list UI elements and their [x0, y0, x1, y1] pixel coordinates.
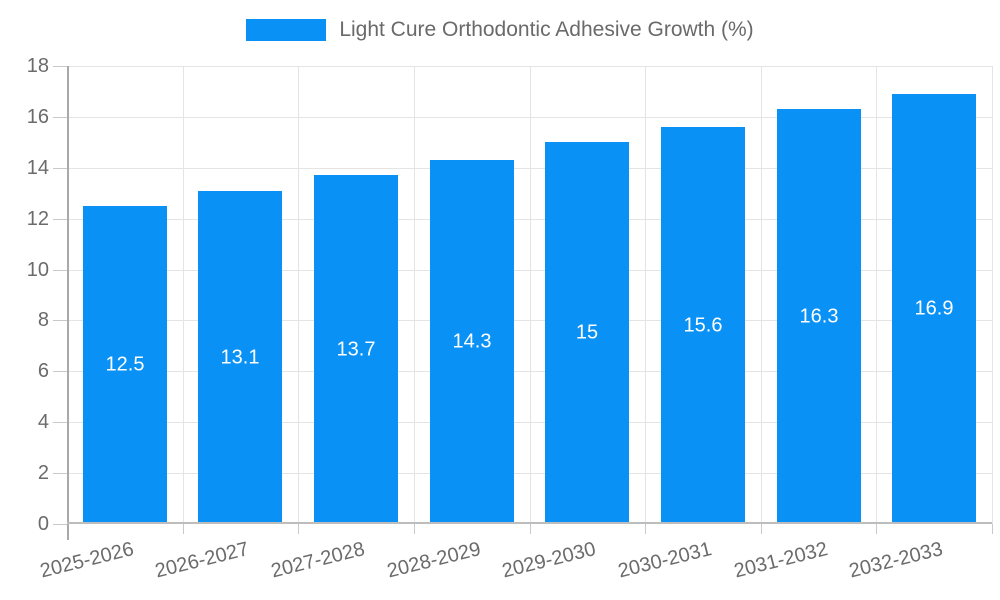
y-axis-tick [53, 66, 67, 67]
x-axis-tick [298, 524, 299, 534]
x-axis-tick [876, 524, 877, 534]
y-tick-label: 18 [26, 55, 49, 77]
x-axis-labels: 2025-2026 2026-2027 2027-2028 2028-2029 2029… [38, 538, 992, 600]
x-tick-label: 2032-2033 [847, 538, 946, 583]
bar[interactable]: 14.3 [430, 160, 514, 524]
x-axis-tick [645, 524, 646, 534]
y-tick-label: 12 [26, 208, 49, 230]
y-axis-labels: 0 2 4 6 8 10 12 14 16 18 [0, 56, 49, 534]
y-tick-label: 16 [26, 106, 49, 128]
bar-value-label: 16.9 [914, 297, 954, 320]
v-gridline [761, 66, 762, 524]
h-gridline [67, 219, 992, 220]
y-axis-tick [53, 422, 67, 423]
y-tick-label: 2 [37, 462, 49, 484]
h-gridline [67, 371, 992, 372]
x-tick-label: 2031-2032 [732, 538, 831, 583]
y-axis-line [67, 66, 69, 540]
plot-area: 12.5 13.1 13.7 14.3 15 15.6 16.3 16.9 [53, 66, 993, 540]
bar-value-label: 15 [575, 321, 599, 344]
y-axis-tick [53, 270, 67, 271]
x-axis-line [67, 522, 992, 524]
x-axis-tick [414, 524, 415, 534]
y-tick-label: 0 [37, 513, 49, 535]
bar-value-label: 14.3 [452, 330, 492, 353]
x-tick-label: 2027-2028 [269, 538, 368, 583]
y-axis-tick [53, 219, 67, 220]
legend-item[interactable]: Light Cure Orthodontic Adhesive Growth (… [246, 18, 754, 42]
bar-value-label: 13.7 [336, 338, 376, 360]
h-gridline [67, 270, 992, 271]
bar[interactable]: 12.5 [83, 206, 167, 524]
y-tick-label: 8 [37, 309, 49, 331]
y-axis-tick [53, 473, 67, 474]
y-axis-tick [53, 320, 67, 321]
bar[interactable]: 13.7 [314, 175, 398, 524]
h-gridline [67, 422, 992, 423]
v-gridline [992, 66, 993, 524]
bar-value-label: 13.1 [220, 346, 260, 368]
x-axis-tick [992, 524, 993, 534]
bar[interactable]: 15.6 [661, 127, 745, 524]
bar[interactable]: 16.3 [777, 109, 861, 524]
x-tick-label: 2028-2029 [385, 538, 484, 583]
y-axis-tick [53, 168, 67, 169]
bar[interactable]: 13.1 [198, 191, 282, 524]
legend-swatch-icon [246, 19, 327, 41]
y-axis-tick [53, 524, 67, 525]
v-gridline [876, 66, 877, 524]
bar[interactable]: 16.9 [892, 94, 976, 524]
v-gridline [414, 66, 415, 524]
x-tick-label: 2029-2030 [500, 538, 599, 583]
bar-value-label: 12.5 [105, 353, 145, 376]
x-axis-tick [761, 524, 762, 534]
x-tick-label: 2025-2026 [38, 538, 137, 583]
v-gridline [298, 66, 299, 524]
h-gridline [67, 320, 992, 321]
bar[interactable]: 15 [545, 142, 629, 524]
legend-label: Light Cure Orthodontic Adhesive Growth (… [339, 18, 754, 41]
bar-value-label: 15.6 [683, 314, 723, 336]
y-tick-label: 14 [26, 157, 49, 179]
v-gridline [530, 66, 531, 524]
v-gridline [183, 66, 184, 524]
legend: Light Cure Orthodontic Adhesive Growth (… [0, 18, 1000, 42]
y-tick-label: 6 [37, 360, 49, 382]
y-tick-label: 10 [26, 259, 49, 281]
h-gridline [67, 66, 992, 67]
v-gridline [645, 66, 646, 524]
x-tick-label: 2030-2031 [616, 538, 715, 583]
y-axis-tick [53, 117, 67, 118]
y-tick-label: 4 [37, 411, 49, 433]
x-tick-label: 2026-2027 [153, 538, 252, 583]
h-gridline [67, 473, 992, 474]
y-axis-tick [53, 371, 67, 372]
bar-value-label: 16.3 [799, 305, 839, 327]
x-axis-tick [183, 524, 184, 534]
h-gridline [67, 168, 992, 169]
x-axis-tick [530, 524, 531, 534]
h-gridline [67, 117, 992, 118]
